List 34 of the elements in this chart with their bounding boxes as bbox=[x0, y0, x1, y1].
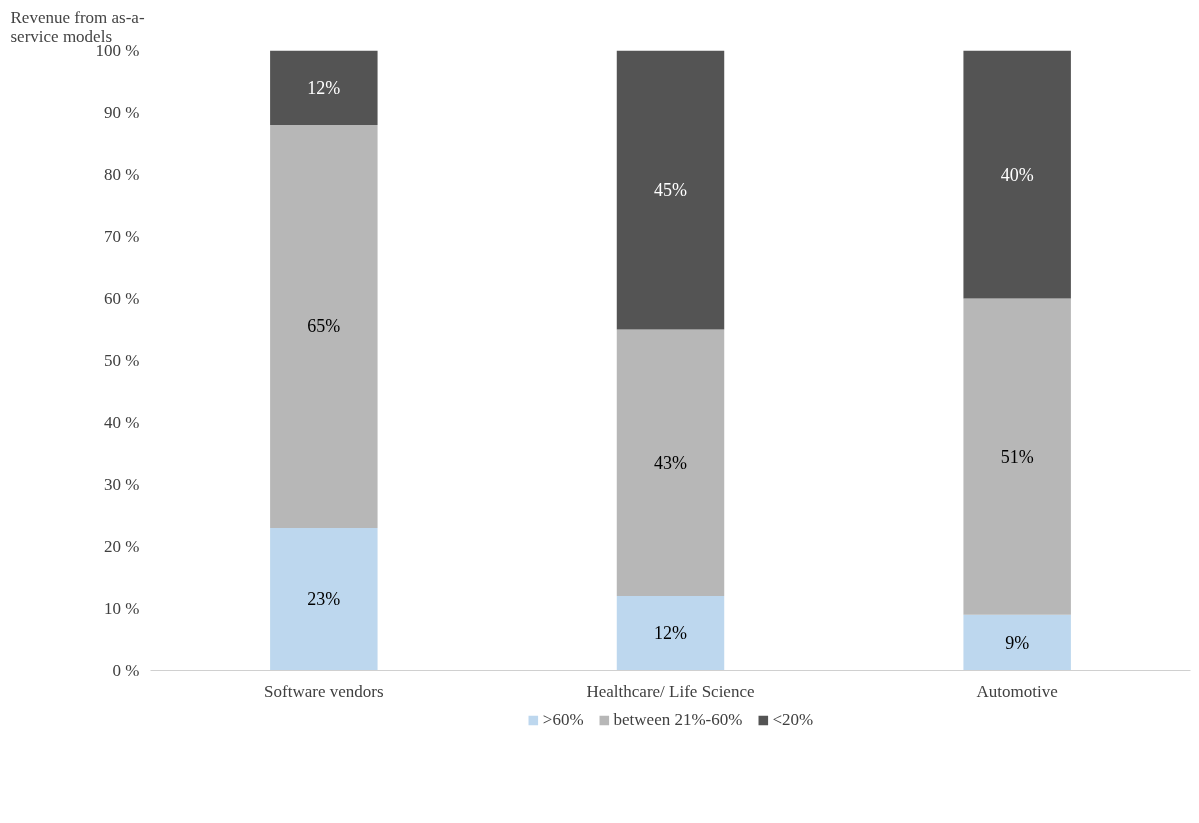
data-label: 45% bbox=[654, 180, 687, 200]
y-tick-label: 80 % bbox=[104, 165, 140, 184]
bar bbox=[616, 596, 725, 671]
y-tick-label: 40 % bbox=[104, 413, 140, 432]
y-tick-label: 90 % bbox=[104, 103, 140, 122]
y-tick-label: 70 % bbox=[104, 227, 140, 246]
data-label: 12% bbox=[654, 623, 687, 644]
bar bbox=[963, 298, 1071, 615]
y-tick-label: 60 % bbox=[104, 289, 140, 308]
legend-label: >60% bbox=[542, 710, 584, 730]
y-tick-label: 30 % bbox=[104, 475, 140, 494]
data-label: 23% bbox=[307, 589, 341, 610]
data-label: 51% bbox=[1000, 446, 1034, 467]
bar bbox=[963, 614, 1071, 671]
data-label: 9% bbox=[1005, 632, 1030, 653]
y-tick-label: 10 % bbox=[104, 599, 140, 618]
bar bbox=[963, 50, 1071, 299]
y-tick-label: 50 % bbox=[104, 351, 140, 370]
legend-label: <20% bbox=[772, 710, 814, 730]
data-label: 65% bbox=[307, 316, 341, 337]
legend-label: between 21%-60% bbox=[613, 710, 743, 730]
y-tick-label: 0 % bbox=[112, 661, 140, 680]
x-tick-label: Automotive bbox=[976, 681, 1058, 701]
bar bbox=[270, 527, 378, 671]
x-tick-label: Healthcare/ Life Science bbox=[586, 681, 755, 701]
data-label: 12% bbox=[307, 77, 341, 98]
y-tick-label: 20 % bbox=[104, 537, 140, 556]
x-tick-label: Software vendors bbox=[264, 681, 384, 701]
bar bbox=[616, 50, 725, 330]
bar bbox=[616, 329, 725, 597]
data-label: 40% bbox=[1000, 164, 1034, 185]
bar bbox=[270, 124, 378, 528]
bar bbox=[270, 50, 378, 125]
data-label: 43% bbox=[654, 452, 687, 473]
